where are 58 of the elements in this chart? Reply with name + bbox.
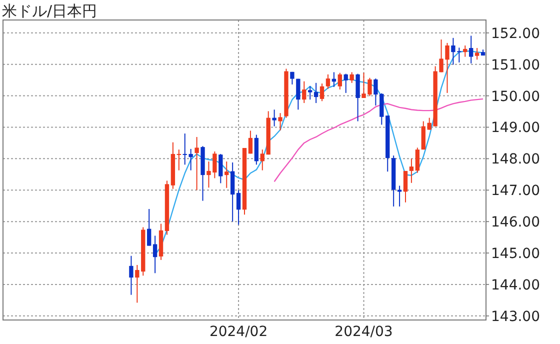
candlestick [230,162,235,222]
xtick: 2024/02 [209,324,268,340]
candlestick [296,78,300,110]
ytick: 145.00 [491,246,540,262]
candlestick [182,133,187,166]
candlestick [290,71,294,85]
candlestick [374,78,378,106]
candlestick [474,47,480,60]
title: 米ドル/日本円 [2,2,98,20]
candlestick [308,86,312,100]
candlestick [403,170,408,203]
candlestick [415,147,420,174]
candlestick [224,161,229,188]
candlestick [338,72,342,90]
candlestick [344,73,348,94]
candlestick [368,77,372,97]
ytick: 146.00 [491,214,540,231]
candlestick [451,37,456,66]
xtick: 2024/03 [334,324,393,340]
ytick: 150.00 [491,88,540,105]
ytick: 151.00 [491,57,540,74]
candlestick [356,73,360,122]
candlestick [445,42,450,94]
candlestick [362,72,366,98]
candlestick [206,161,211,188]
candlestick [380,92,384,126]
candlestick [439,38,444,73]
candlestick [326,74,330,90]
candlestick [236,190,241,226]
ytick: 148.00 [491,152,540,168]
candlestick [302,80,306,104]
candlestick [457,47,462,63]
candlestick [248,130,253,154]
candlestick [129,255,134,296]
ytick: 149.00 [491,120,540,136]
ytick: 152.00 [491,26,540,42]
candlestick [421,120,426,150]
candlestick [260,149,264,171]
candlestick [469,35,474,64]
candlestick [188,148,193,171]
candlestick [272,109,276,127]
candlestick [350,72,354,84]
candlestick [314,82,318,104]
candlestick [463,44,468,58]
candlestick [212,150,217,179]
candlestick [152,235,158,274]
candlestick [409,158,414,184]
ytick: 143.00 [491,308,540,325]
ytick: 147.00 [491,183,540,200]
candlestick [254,134,259,166]
candlestick [320,83,324,102]
candlestick [278,112,282,131]
candlestick [194,136,199,191]
candlestick [218,153,223,184]
candlestick [147,208,152,246]
ytick: 144.00 [491,277,540,294]
candlestick [135,264,140,304]
candlestick [176,149,181,171]
